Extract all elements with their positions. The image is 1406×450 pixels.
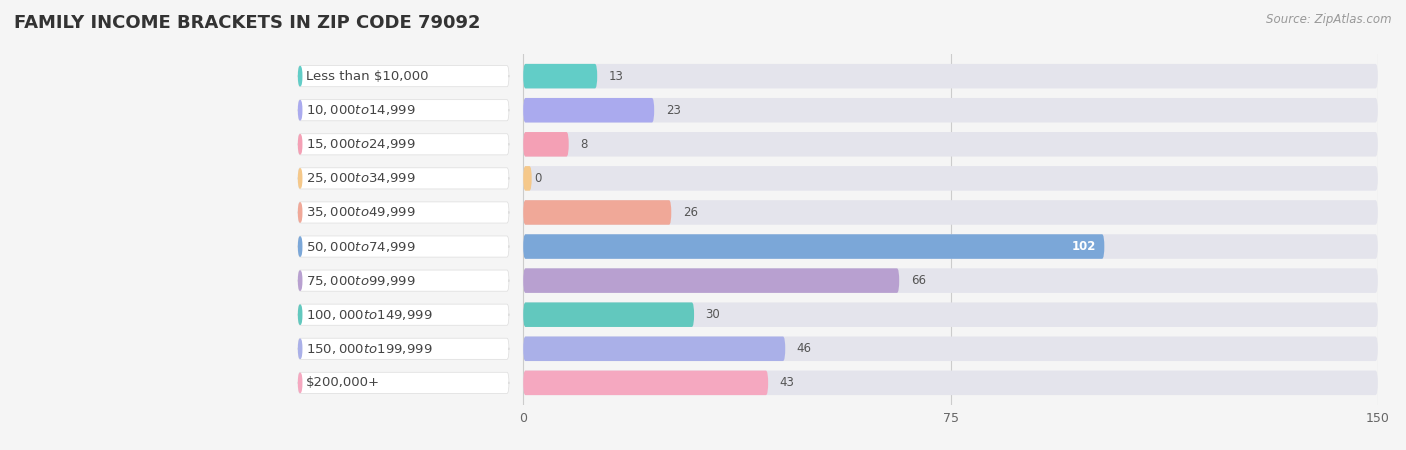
Text: 26: 26 xyxy=(683,206,697,219)
FancyBboxPatch shape xyxy=(523,234,1378,259)
Text: $200,000+: $200,000+ xyxy=(307,376,381,389)
FancyBboxPatch shape xyxy=(523,234,1104,259)
FancyBboxPatch shape xyxy=(298,270,509,291)
FancyBboxPatch shape xyxy=(298,202,509,223)
FancyBboxPatch shape xyxy=(523,200,1378,225)
Text: 0: 0 xyxy=(534,172,541,185)
Text: 8: 8 xyxy=(581,138,588,151)
Text: 43: 43 xyxy=(779,376,794,389)
Text: $100,000 to $149,999: $100,000 to $149,999 xyxy=(307,308,433,322)
Text: $75,000 to $99,999: $75,000 to $99,999 xyxy=(307,274,416,288)
FancyBboxPatch shape xyxy=(523,268,900,293)
FancyBboxPatch shape xyxy=(298,372,509,393)
Text: $35,000 to $49,999: $35,000 to $49,999 xyxy=(307,206,416,220)
FancyBboxPatch shape xyxy=(298,236,509,257)
Circle shape xyxy=(298,339,302,358)
Circle shape xyxy=(298,305,302,324)
FancyBboxPatch shape xyxy=(523,200,671,225)
Text: 102: 102 xyxy=(1071,240,1095,253)
Text: $15,000 to $24,999: $15,000 to $24,999 xyxy=(307,137,416,151)
FancyBboxPatch shape xyxy=(298,66,509,87)
FancyBboxPatch shape xyxy=(523,166,531,191)
Circle shape xyxy=(298,169,302,188)
FancyBboxPatch shape xyxy=(523,132,569,157)
Circle shape xyxy=(298,203,302,222)
Circle shape xyxy=(298,373,302,392)
Circle shape xyxy=(298,271,302,290)
FancyBboxPatch shape xyxy=(298,168,509,189)
Circle shape xyxy=(298,135,302,154)
Text: 13: 13 xyxy=(609,70,623,83)
FancyBboxPatch shape xyxy=(523,64,1378,88)
FancyBboxPatch shape xyxy=(523,98,1378,122)
FancyBboxPatch shape xyxy=(523,268,1378,293)
FancyBboxPatch shape xyxy=(523,166,1378,191)
FancyBboxPatch shape xyxy=(523,337,786,361)
Text: 30: 30 xyxy=(706,308,720,321)
Circle shape xyxy=(298,101,302,120)
Text: 66: 66 xyxy=(911,274,925,287)
FancyBboxPatch shape xyxy=(523,371,1378,395)
Text: 46: 46 xyxy=(797,342,811,355)
Circle shape xyxy=(298,67,302,86)
Text: Source: ZipAtlas.com: Source: ZipAtlas.com xyxy=(1267,14,1392,27)
FancyBboxPatch shape xyxy=(298,338,509,360)
FancyBboxPatch shape xyxy=(523,337,1378,361)
Text: FAMILY INCOME BRACKETS IN ZIP CODE 79092: FAMILY INCOME BRACKETS IN ZIP CODE 79092 xyxy=(14,14,481,32)
FancyBboxPatch shape xyxy=(523,98,654,122)
Text: $50,000 to $74,999: $50,000 to $74,999 xyxy=(307,239,416,253)
FancyBboxPatch shape xyxy=(523,132,1378,157)
FancyBboxPatch shape xyxy=(523,371,768,395)
Text: $10,000 to $14,999: $10,000 to $14,999 xyxy=(307,103,416,117)
FancyBboxPatch shape xyxy=(523,302,1378,327)
Text: Less than $10,000: Less than $10,000 xyxy=(307,70,429,83)
Text: 23: 23 xyxy=(665,104,681,117)
Circle shape xyxy=(298,237,302,256)
FancyBboxPatch shape xyxy=(298,304,509,325)
Text: $25,000 to $34,999: $25,000 to $34,999 xyxy=(307,171,416,185)
FancyBboxPatch shape xyxy=(298,99,509,121)
FancyBboxPatch shape xyxy=(298,134,509,155)
FancyBboxPatch shape xyxy=(523,302,695,327)
Text: $150,000 to $199,999: $150,000 to $199,999 xyxy=(307,342,433,356)
FancyBboxPatch shape xyxy=(523,64,598,88)
